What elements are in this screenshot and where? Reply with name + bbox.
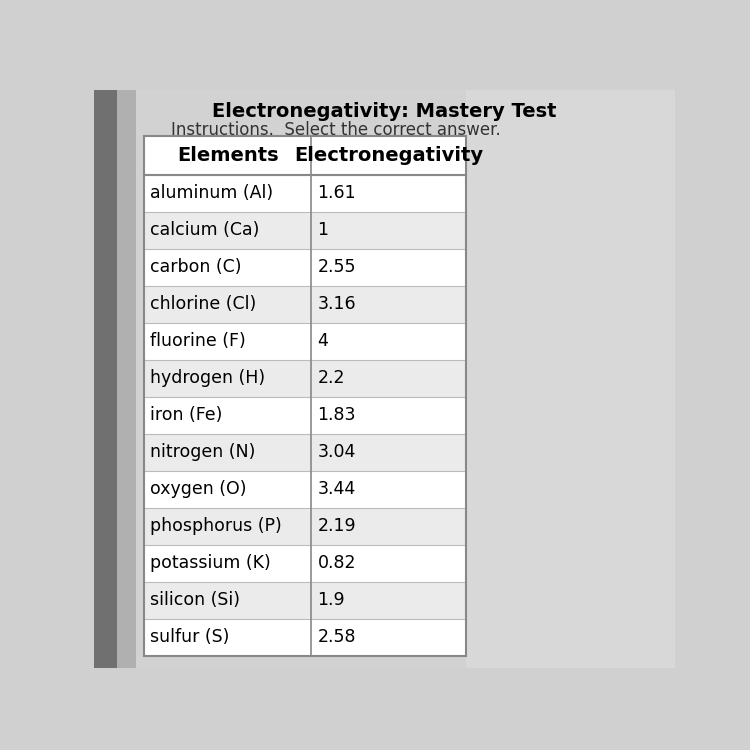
Text: chlorine (Cl): chlorine (Cl) bbox=[150, 296, 256, 314]
Bar bbox=[144, 360, 466, 397]
Text: Electronegativity: Electronegativity bbox=[294, 146, 483, 165]
Bar bbox=[144, 322, 466, 360]
Text: oxygen (O): oxygen (O) bbox=[150, 480, 247, 498]
Bar bbox=[117, 90, 136, 668]
Text: 2.55: 2.55 bbox=[317, 258, 356, 276]
Bar bbox=[144, 508, 466, 545]
Bar bbox=[466, 90, 675, 668]
Text: 1.9: 1.9 bbox=[317, 592, 345, 610]
Text: hydrogen (H): hydrogen (H) bbox=[150, 369, 266, 387]
Text: silicon (Si): silicon (Si) bbox=[150, 592, 240, 610]
Bar bbox=[144, 249, 466, 286]
Text: calcium (Ca): calcium (Ca) bbox=[150, 221, 260, 239]
Text: 3.44: 3.44 bbox=[317, 480, 356, 498]
Text: 1: 1 bbox=[317, 221, 328, 239]
Text: 4: 4 bbox=[317, 332, 328, 350]
Bar bbox=[144, 545, 466, 582]
Text: 2.58: 2.58 bbox=[317, 628, 356, 646]
Bar bbox=[144, 619, 466, 656]
Bar bbox=[144, 136, 466, 656]
Text: 0.82: 0.82 bbox=[317, 554, 356, 572]
Text: 2.19: 2.19 bbox=[317, 518, 356, 536]
Text: 1.83: 1.83 bbox=[317, 406, 356, 424]
Text: Elements: Elements bbox=[177, 146, 278, 165]
Text: potassium (K): potassium (K) bbox=[150, 554, 271, 572]
Bar bbox=[144, 211, 466, 249]
Bar bbox=[144, 175, 466, 211]
Text: 1.61: 1.61 bbox=[317, 184, 356, 202]
Bar bbox=[144, 136, 466, 175]
Text: 3.16: 3.16 bbox=[317, 296, 356, 314]
Text: sulfur (S): sulfur (S) bbox=[150, 628, 230, 646]
Text: 2.2: 2.2 bbox=[317, 369, 345, 387]
Bar bbox=[94, 90, 117, 668]
Text: carbon (C): carbon (C) bbox=[150, 258, 242, 276]
Bar bbox=[144, 286, 466, 322]
Text: aluminum (Al): aluminum (Al) bbox=[150, 184, 274, 202]
Text: iron (Fe): iron (Fe) bbox=[150, 406, 223, 424]
Bar bbox=[144, 471, 466, 508]
Text: nitrogen (N): nitrogen (N) bbox=[150, 443, 256, 461]
Text: fluorine (F): fluorine (F) bbox=[150, 332, 246, 350]
Text: Electronegativity: Mastery Test: Electronegativity: Mastery Test bbox=[212, 101, 556, 121]
Bar bbox=[144, 397, 466, 433]
Bar bbox=[144, 582, 466, 619]
Text: 3.04: 3.04 bbox=[317, 443, 356, 461]
Text: phosphorus (P): phosphorus (P) bbox=[150, 518, 282, 536]
Bar bbox=[144, 433, 466, 471]
Text: Instructions.  Select the correct answer.: Instructions. Select the correct answer. bbox=[171, 121, 501, 139]
